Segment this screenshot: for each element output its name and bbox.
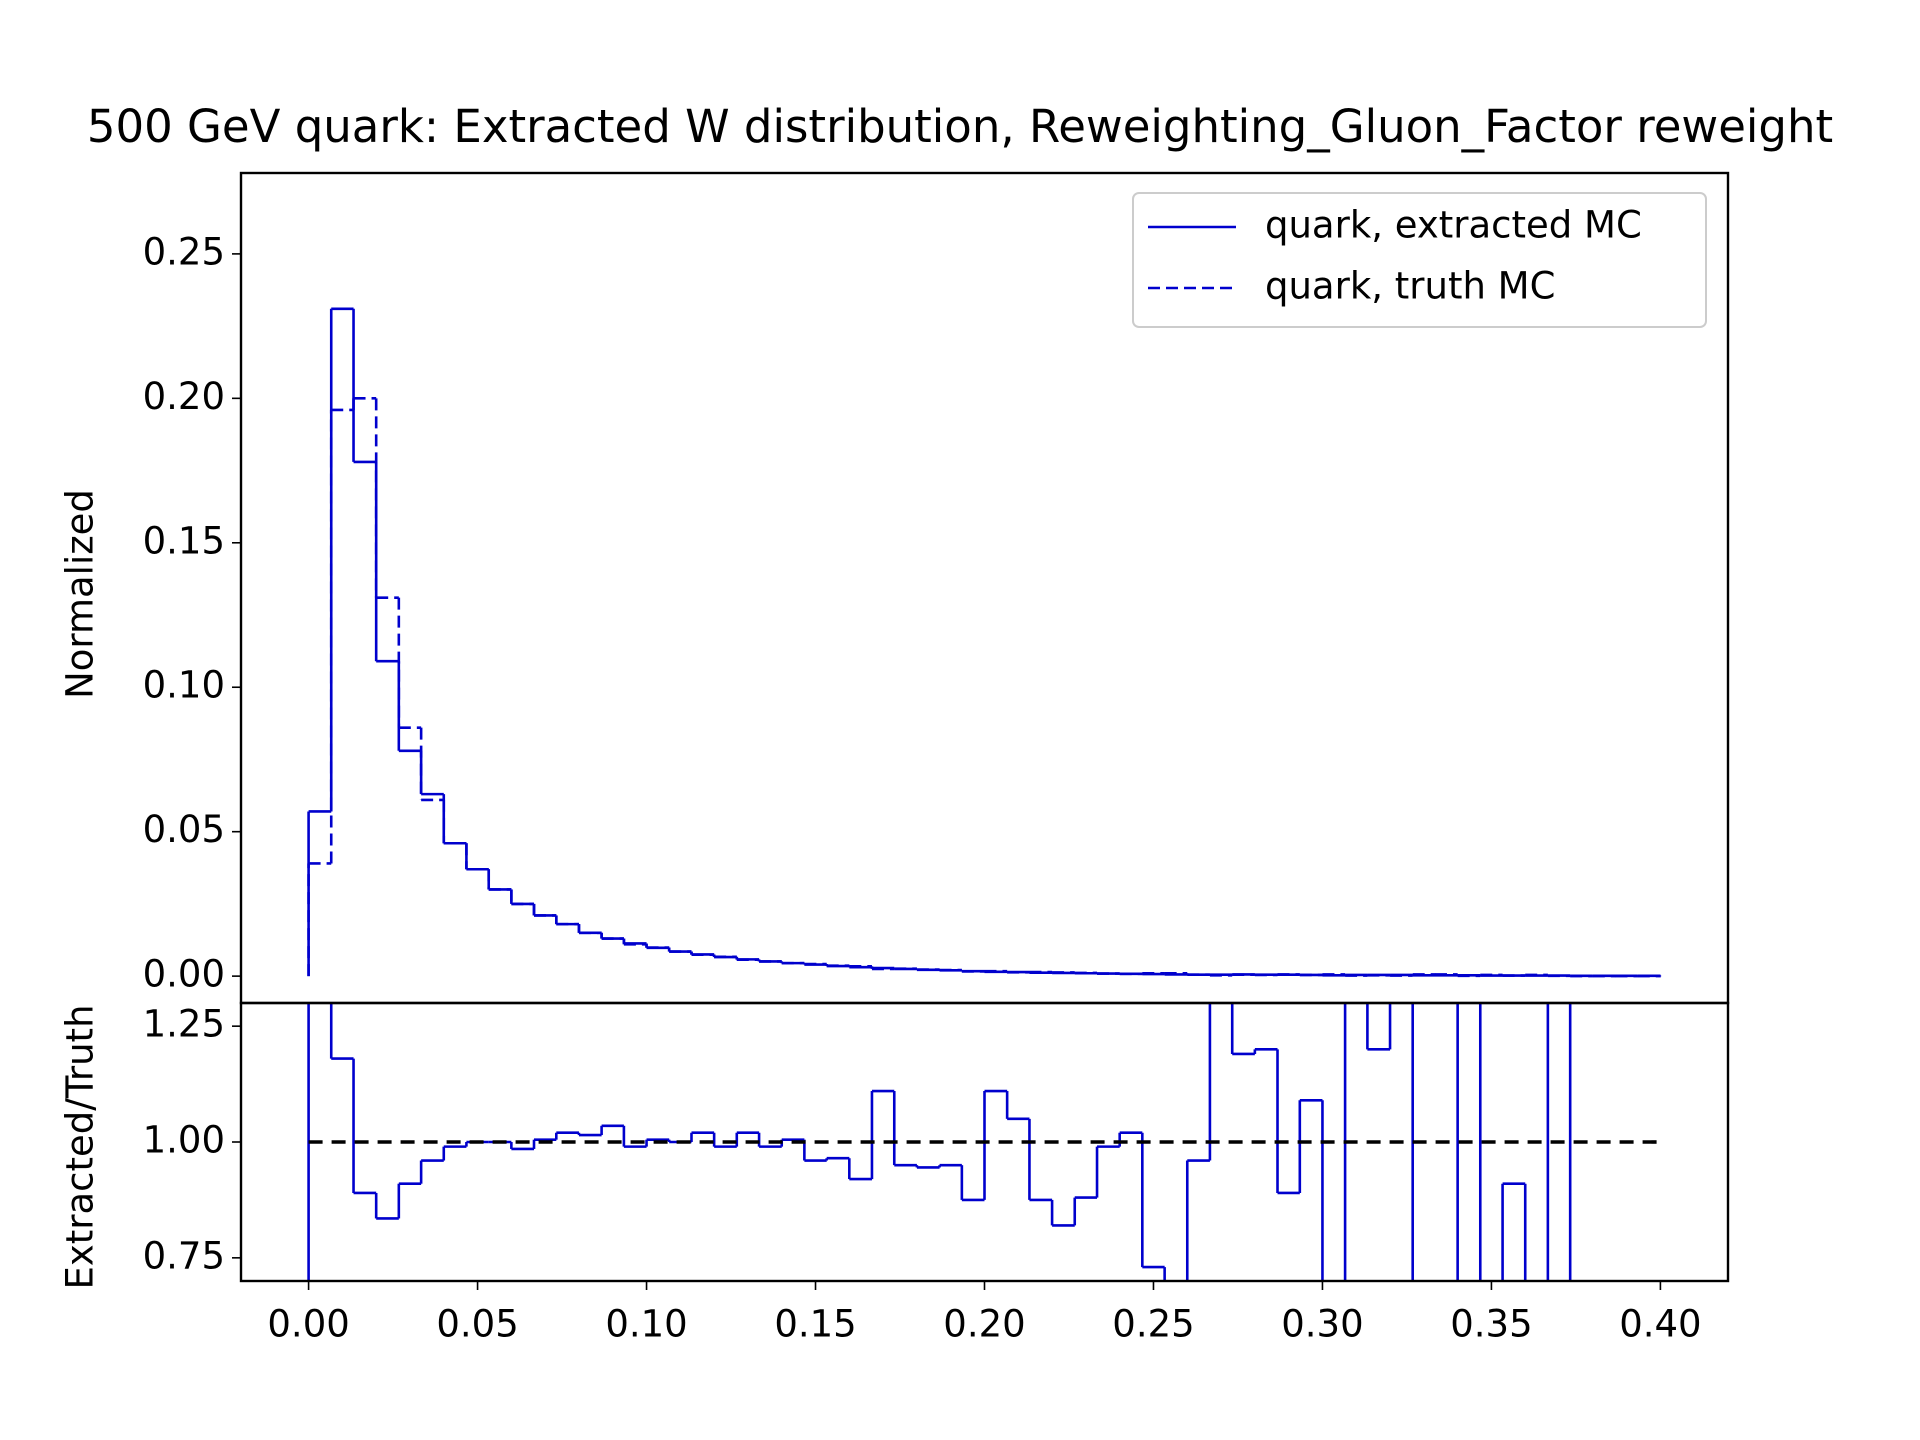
y-axis-label: Normalized — [59, 489, 102, 699]
x-tick-label: 0.05 — [436, 1303, 518, 1346]
chart-title: 500 GeV quark: Extracted W distribution,… — [87, 100, 1833, 153]
y-tick-label: 1.00 — [143, 1119, 225, 1162]
y-tick-label: 0.25 — [143, 230, 225, 273]
x-tick-label: 0.30 — [1281, 1303, 1363, 1346]
y-tick-label: 0.75 — [143, 1234, 225, 1277]
legend-label: quark, extracted MC — [1265, 204, 1642, 247]
x-tick-label: 0.20 — [943, 1303, 1025, 1346]
y-tick-label: 0.20 — [143, 375, 225, 418]
upper-plot — [307, 307, 1662, 978]
x-tick-label: 0.40 — [1619, 1303, 1701, 1346]
y-tick-label: 0.05 — [143, 808, 225, 851]
x-tick-label: 0.10 — [605, 1303, 687, 1346]
y-tick-label: 0.10 — [143, 664, 225, 707]
y-tick-label: 0.15 — [143, 519, 225, 562]
y-tick-label: 1.25 — [143, 1003, 225, 1046]
x-tick-label: 0.15 — [774, 1303, 856, 1346]
y-tick-label: 0.00 — [143, 953, 225, 996]
axes: 0.00 0.05 0.10 0.15 0.20 0.25 0.75 1.00 1.25 0.00… — [143, 230, 1702, 1345]
x-tick-label: 0.25 — [1112, 1303, 1194, 1346]
lower-frame — [239, 1001, 1730, 1283]
x-tick-label: 0.00 — [267, 1303, 349, 1346]
legend-label: quark, truth MC — [1265, 265, 1555, 308]
legend-box — [1132, 192, 1707, 328]
y-axis-label: Extracted/Truth — [59, 1004, 102, 1289]
x-tick-label: 0.35 — [1450, 1303, 1532, 1346]
lower-plot — [307, 1003, 1661, 1281]
legend: quark, extracted MC quark, truth MC — [1132, 192, 1707, 328]
